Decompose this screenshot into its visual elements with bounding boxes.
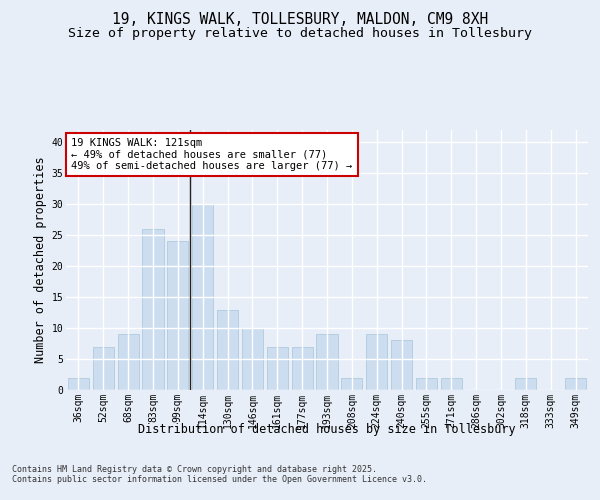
Bar: [565, 378, 586, 390]
Bar: [142, 229, 164, 390]
Text: 19 KINGS WALK: 121sqm
← 49% of detached houses are smaller (77)
49% of semi-deta: 19 KINGS WALK: 121sqm ← 49% of detached …: [71, 138, 352, 171]
Bar: [341, 378, 362, 390]
Text: Distribution of detached houses by size in Tollesbury: Distribution of detached houses by size …: [138, 422, 516, 436]
Bar: [192, 204, 213, 390]
Bar: [242, 328, 263, 390]
Bar: [366, 334, 387, 390]
Text: Size of property relative to detached houses in Tollesbury: Size of property relative to detached ho…: [68, 28, 532, 40]
Bar: [441, 378, 462, 390]
Bar: [93, 346, 114, 390]
Bar: [167, 242, 188, 390]
Text: Contains HM Land Registry data © Crown copyright and database right 2025.
Contai: Contains HM Land Registry data © Crown c…: [12, 465, 427, 484]
Bar: [416, 378, 437, 390]
Bar: [515, 378, 536, 390]
Y-axis label: Number of detached properties: Number of detached properties: [34, 156, 47, 364]
Bar: [292, 346, 313, 390]
Bar: [118, 334, 139, 390]
Text: 19, KINGS WALK, TOLLESBURY, MALDON, CM9 8XH: 19, KINGS WALK, TOLLESBURY, MALDON, CM9 …: [112, 12, 488, 28]
Bar: [217, 310, 238, 390]
Bar: [391, 340, 412, 390]
Bar: [68, 378, 89, 390]
Bar: [267, 346, 288, 390]
Bar: [316, 334, 338, 390]
